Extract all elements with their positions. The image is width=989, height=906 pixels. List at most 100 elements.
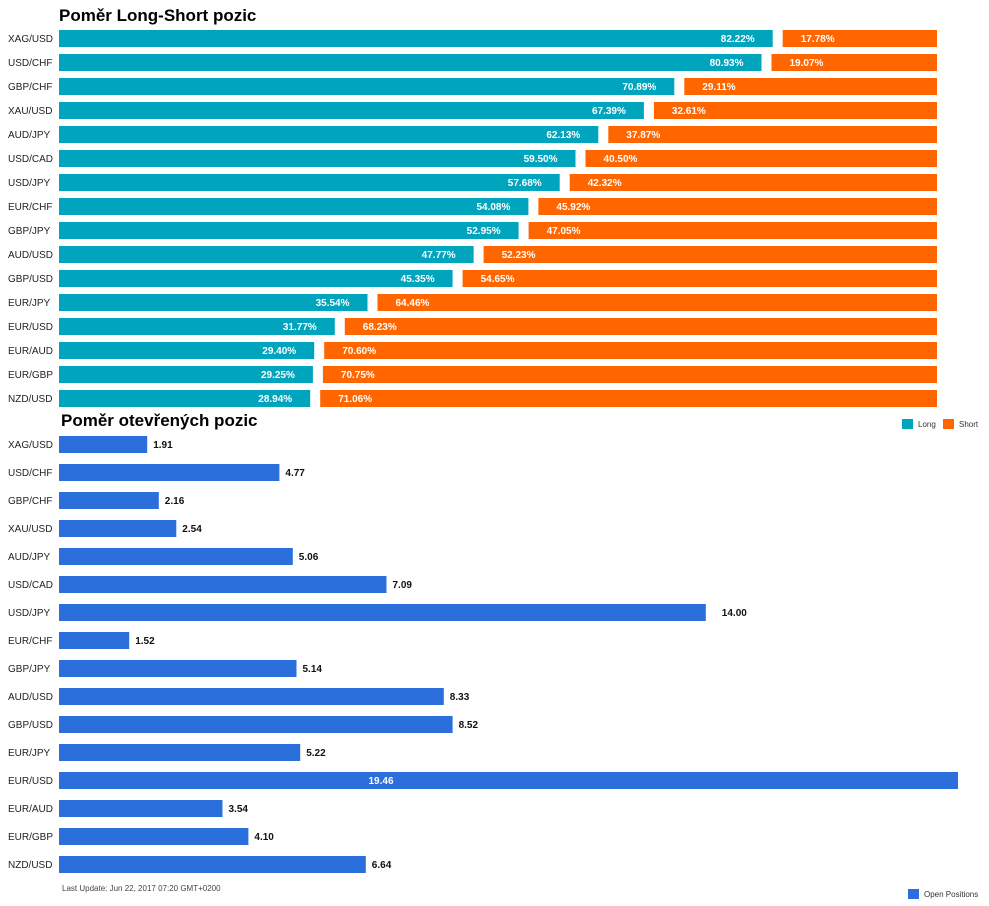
ls-long-value-gbp-chf: 70.89% [622, 82, 656, 93]
ls-long-bar-usd-chf [59, 54, 762, 71]
op-category-label-aud-jpy: AUD/JPY [8, 552, 51, 563]
ls-short-bar-usd-chf [771, 54, 937, 71]
ls-short-bar-gbp-usd [462, 270, 937, 287]
ls-short-value-eur-aud: 70.60% [342, 346, 376, 357]
ls-short-value-gbp-chf: 29.11% [702, 82, 735, 93]
ls-long-bar-eur-usd [59, 318, 335, 335]
op-value-xau-usd: 2.54 [182, 524, 202, 535]
op-category-label-eur-jpy: EUR/JPY [8, 748, 51, 759]
ls-long-bar-aud-usd [59, 246, 474, 263]
ls-long-value-xag-usd: 82.22% [721, 34, 755, 45]
ls-long-bar-eur-aud [59, 342, 315, 359]
open-positions-chart: XAG/USD 1.91 USD/CHF 4.77 GBP/CHF 2.16 XAU/USD… [8, 436, 958, 873]
op-value-nzd-usd: 6.64 [372, 860, 392, 871]
ls-short-bar-usd-jpy [569, 174, 937, 191]
ls-short-value-gbp-jpy: 47.05% [547, 226, 581, 237]
ls-short-value-xag-usd: 17.78% [801, 34, 835, 45]
ls-short-value-usd-jpy: 42.32% [588, 178, 622, 189]
op-category-label-eur-gbp: EUR/GBP [8, 832, 53, 843]
op-value-xag-usd: 1.91 [153, 440, 173, 451]
ls-category-label-eur-aud: EUR/AUD [8, 346, 53, 357]
ls-short-value-usd-cad: 40.50% [604, 154, 638, 165]
ls-short-bar-gbp-chf [684, 78, 937, 95]
ls-long-value-usd-cad: 59.50% [524, 154, 558, 165]
ls-short-value-aud-usd: 52.23% [502, 250, 536, 261]
op-value-aud-jpy: 5.06 [299, 552, 319, 563]
op-bar-eur-gbp [59, 828, 249, 845]
ls-category-label-eur-gbp: EUR/GBP [8, 370, 53, 381]
ls-long-bar-aud-jpy [59, 126, 599, 143]
op-bar-usd-chf [59, 464, 280, 481]
op-value-gbp-chf: 2.16 [165, 496, 185, 507]
legend-long-label: Long [918, 420, 936, 429]
op-value-gbp-jpy: 5.14 [303, 664, 323, 675]
ls-short-value-eur-jpy: 64.46% [396, 298, 430, 309]
long-short-chart: XAG/USD 82.22% 17.78% USD/CHF 80.93% 19.07% GB… [8, 30, 937, 407]
ls-long-value-eur-aud: 29.40% [262, 346, 296, 357]
op-category-label-eur-chf: EUR/CHF [8, 636, 52, 647]
ls-short-bar-aud-usd [483, 246, 937, 263]
long-short-legend: Long Short [902, 419, 979, 429]
ls-short-bar-usd-cad [585, 150, 937, 167]
op-value-eur-jpy: 5.22 [306, 748, 326, 759]
ls-long-value-aud-jpy: 62.13% [546, 130, 580, 141]
ls-category-label-nzd-usd: NZD/USD [8, 394, 52, 405]
op-bar-usd-jpy [59, 604, 706, 621]
ls-category-label-usd-jpy: USD/JPY [8, 178, 51, 189]
op-value-gbp-usd: 8.52 [459, 720, 479, 731]
ls-long-value-aud-usd: 47.77% [422, 250, 456, 261]
legend-short-label: Short [959, 420, 979, 429]
op-category-label-eur-aud: EUR/AUD [8, 804, 53, 815]
op-category-label-xau-usd: XAU/USD [8, 524, 52, 535]
op-category-label-aud-usd: AUD/USD [8, 692, 53, 703]
ls-long-value-gbp-jpy: 52.95% [467, 226, 501, 237]
ls-long-value-eur-jpy: 35.54% [316, 298, 350, 309]
ls-short-bar-xag-usd [782, 30, 937, 47]
op-bar-gbp-jpy [59, 660, 297, 677]
ls-short-value-nzd-usd: 71.06% [338, 394, 372, 405]
ls-long-bar-eur-gbp [59, 366, 313, 383]
ls-category-label-usd-cad: USD/CAD [8, 154, 53, 165]
ls-category-label-xau-usd: XAU/USD [8, 106, 52, 117]
ls-long-bar-eur-chf [59, 198, 529, 215]
ls-short-bar-nzd-usd [320, 390, 937, 407]
ls-long-value-eur-usd: 31.77% [283, 322, 317, 333]
op-value-eur-usd: 19.46 [369, 776, 394, 787]
ls-long-value-eur-chf: 54.08% [476, 202, 510, 213]
legend-long-swatch [902, 419, 913, 429]
ls-category-label-eur-chf: EUR/CHF [8, 202, 52, 213]
ls-category-label-aud-jpy: AUD/JPY [8, 130, 51, 141]
ls-long-bar-usd-jpy [59, 174, 560, 191]
ls-short-value-eur-usd: 68.23% [363, 322, 397, 333]
ls-long-bar-gbp-usd [59, 270, 453, 287]
op-bar-eur-usd [59, 772, 958, 789]
ls-long-value-eur-gbp: 29.25% [261, 370, 295, 381]
ls-long-bar-eur-jpy [59, 294, 368, 311]
ls-short-bar-eur-gbp [322, 366, 937, 383]
ls-short-value-eur-gbp: 70.75% [341, 370, 375, 381]
ls-short-value-xau-usd: 32.61% [672, 106, 706, 117]
ls-long-value-gbp-usd: 45.35% [401, 274, 435, 285]
op-bar-eur-aud [59, 800, 223, 817]
ls-long-value-nzd-usd: 28.94% [258, 394, 292, 405]
op-bar-usd-cad [59, 576, 387, 593]
op-bar-gbp-chf [59, 492, 159, 509]
op-category-label-eur-usd: EUR/USD [8, 776, 53, 787]
op-bar-aud-jpy [59, 548, 293, 565]
ls-short-value-eur-chf: 45.92% [556, 202, 590, 213]
op-bar-nzd-usd [59, 856, 366, 873]
ls-long-bar-gbp-jpy [59, 222, 519, 239]
ls-category-label-gbp-usd: GBP/USD [8, 274, 53, 285]
ls-short-bar-aud-jpy [608, 126, 937, 143]
ls-short-bar-xau-usd [653, 102, 937, 119]
ls-category-label-gbp-chf: GBP/CHF [8, 82, 52, 93]
op-value-usd-cad: 7.09 [393, 580, 413, 591]
ls-short-bar-eur-chf [538, 198, 937, 215]
op-bar-eur-chf [59, 632, 130, 649]
legend-short-swatch [943, 419, 954, 429]
op-value-usd-chf: 4.77 [285, 468, 305, 479]
ls-short-value-aud-jpy: 37.87% [626, 130, 660, 141]
op-category-label-usd-chf: USD/CHF [8, 468, 52, 479]
ls-category-label-eur-jpy: EUR/JPY [8, 298, 51, 309]
